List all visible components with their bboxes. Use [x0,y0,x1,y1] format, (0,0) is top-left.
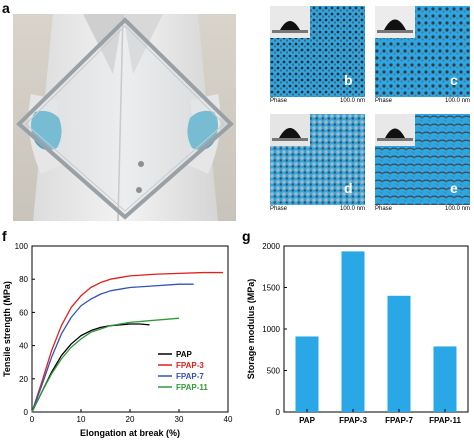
y-axis-label: Tensile strength (MPa) [2,281,12,377]
photo-film-sample [13,14,236,221]
y-tick-label: 2000 [262,242,280,251]
legend-entry: FPAP-11 [176,383,208,392]
y-axis-label: Storage modulus (MPa) [246,279,256,380]
x-tick-label: PAP [299,416,316,425]
panel-letter-f: f [2,228,7,244]
x-tick-label: FPAP-3 [339,416,367,425]
x-tick-label: 0 [30,415,35,424]
storage-modulus-chart: 0 500 1000 1500 2000 PAP FPAP-3 FPAP-7 FPAP-11 St… [246,242,469,425]
x-tick-label: 20 [126,415,135,424]
phase-label-d: Phase [270,206,288,212]
legend-entry: FPAP-7 [176,372,204,381]
series-line-fpap-3 [31,271,224,413]
series-line-fpap-7 [31,283,194,413]
y-tick-label: 60 [19,308,28,317]
bar-fpap-11 [433,346,457,412]
scale-label-b: 100.0 nm [340,98,366,104]
legend-entry: FPAP-3 [176,361,204,370]
afm-image-d [270,114,365,205]
y-tick-label: 20 [19,375,28,384]
x-tick-label: FPAP-7 [385,416,413,425]
y-tick-label: 1500 [262,284,280,293]
tensile-chart: 0 10 20 30 40 0 20 40 60 80 100 Elongation at break… [2,242,233,438]
y-tick-label: 1000 [262,325,280,334]
panel-letter-a: a [2,0,10,16]
x-axis-label: Elongation at break (%) [80,428,180,438]
scale-label-c: 100.0 nm [445,98,471,104]
panel-letter-g: g [242,228,251,244]
scale-label-e: 100.0 nm [445,206,471,212]
x-tick-label: 10 [77,415,86,424]
panel-letter-e: e [450,180,458,196]
phase-label-b: Phase [270,98,288,104]
legend-entry: PAP [176,350,193,359]
scale-label-d: 100.0 nm [340,206,366,212]
y-tick-label: 100 [15,242,29,251]
y-tick-label: 80 [19,275,28,284]
panel-letter-c: c [450,72,458,88]
series-line-fpap-11 [31,317,180,413]
y-tick-label: 0 [276,408,281,417]
x-tick-label: FPAP-11 [429,416,461,425]
afm-image-c [375,6,470,97]
afm-image-b [270,6,365,97]
y-tick-label: 0 [24,408,29,417]
series-line-pap [31,323,150,413]
x-tick-label: 40 [224,415,233,424]
bar-fpap-3 [341,251,365,412]
panel-letter-b: b [344,72,353,88]
y-tick-label: 40 [19,342,28,351]
y-tick-label: 500 [267,367,281,376]
phase-label-c: Phase [375,98,393,104]
bar-fpap-7 [387,295,411,412]
afm-image-e [375,114,470,205]
x-tick-label: 30 [175,415,184,424]
bar-pap [295,336,319,412]
panel-letter-d: d [344,180,353,196]
phase-label-e: Phase [375,206,393,212]
